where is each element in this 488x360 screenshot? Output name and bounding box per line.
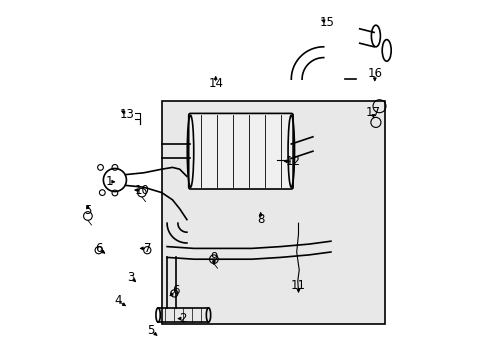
Text: 1: 1 <box>105 175 113 188</box>
Text: 10: 10 <box>134 184 149 197</box>
Text: 9: 9 <box>210 251 217 264</box>
Text: 17: 17 <box>365 106 380 119</box>
Bar <box>162 101 384 324</box>
Text: 15: 15 <box>319 16 334 29</box>
Text: 4: 4 <box>114 294 122 307</box>
Text: 6: 6 <box>95 242 102 255</box>
Text: 13: 13 <box>120 108 135 121</box>
Text: 2: 2 <box>179 312 187 325</box>
Text: 6: 6 <box>172 284 180 297</box>
Text: 3: 3 <box>127 271 135 284</box>
Text: 8: 8 <box>257 213 264 226</box>
Text: 16: 16 <box>366 67 382 80</box>
Text: 14: 14 <box>208 77 223 90</box>
Text: 12: 12 <box>285 155 300 168</box>
Text: 7: 7 <box>143 242 151 255</box>
FancyBboxPatch shape <box>188 113 292 189</box>
Text: 5: 5 <box>147 324 154 337</box>
Text: 11: 11 <box>290 279 305 292</box>
Text: 5: 5 <box>84 204 91 217</box>
